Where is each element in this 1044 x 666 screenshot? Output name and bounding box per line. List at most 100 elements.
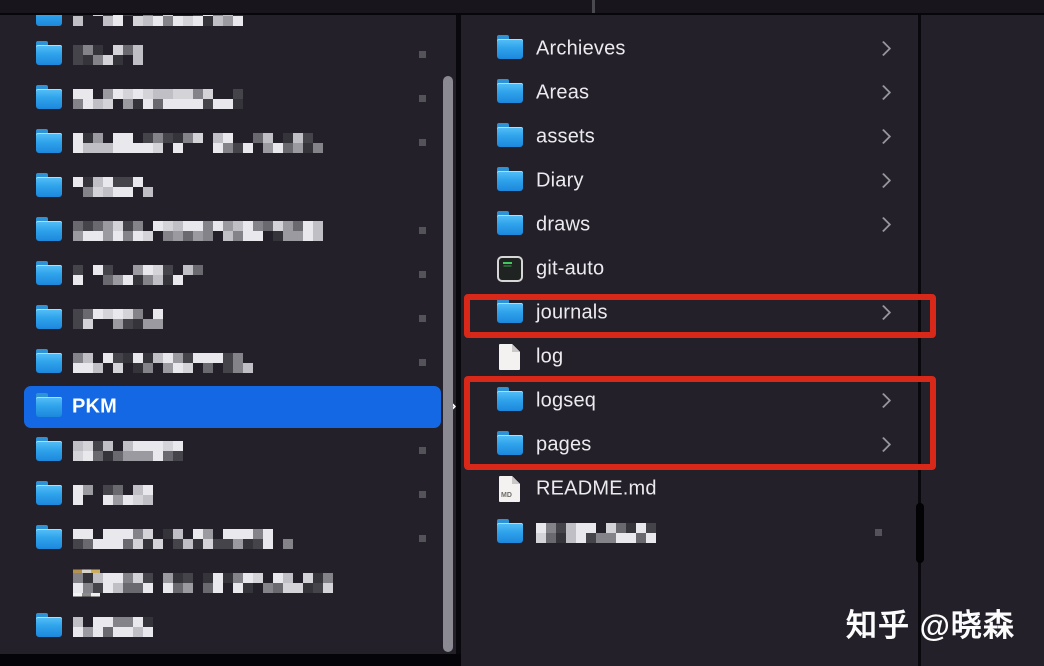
folder-icon — [36, 437, 62, 461]
markdown-file-icon: MD — [499, 476, 520, 502]
file-label: assets — [536, 125, 596, 148]
terminal-icon — [497, 256, 523, 282]
folder-icon — [36, 217, 62, 241]
file-row-logseq[interactable]: logseq — [461, 379, 918, 423]
blurred-chevron-mark — [419, 139, 426, 146]
chevron-right-icon — [875, 216, 892, 233]
folder-label: PKM — [72, 395, 118, 418]
blurred-file-name — [536, 523, 656, 543]
file-label: draws — [536, 213, 591, 236]
sidebar-item-blurred[interactable] — [0, 517, 456, 561]
file-row-git-auto[interactable]: git-auto — [461, 247, 918, 291]
sidebar-item-blurred[interactable] — [0, 473, 456, 517]
file-row-archieves[interactable]: Archieves — [461, 27, 918, 71]
file-row-assets[interactable]: assets — [461, 115, 918, 159]
blurred-folder-name — [73, 529, 293, 549]
blurred-folder-name — [73, 617, 153, 637]
folder-icon — [36, 613, 62, 637]
blurred-folder-name — [73, 89, 243, 109]
sidebar-item-blurred[interactable] — [0, 561, 456, 605]
blurred-folder-name — [73, 221, 323, 241]
sidebar-item-blurred[interactable] — [0, 77, 456, 121]
folder-icon — [36, 525, 62, 549]
folder-icon — [497, 79, 523, 103]
sidebar-item-blurred[interactable] — [0, 165, 456, 209]
file-row-pages[interactable]: pages — [461, 423, 918, 467]
chevron-right-icon — [875, 172, 892, 189]
folder-icon — [36, 85, 62, 109]
sidebar-item-blurred[interactable] — [0, 33, 456, 77]
toolbar-column-divider — [592, 0, 595, 13]
window-bottom-edge — [0, 654, 461, 666]
file-label: pages — [536, 433, 592, 456]
chevron-right-icon — [875, 40, 892, 57]
sidebar-item-blurred[interactable] — [0, 605, 456, 649]
blurred-folder-name — [73, 353, 253, 373]
blurred-chevron-mark — [419, 51, 426, 58]
file-row-log[interactable]: log — [461, 335, 918, 379]
blurred-folder-name — [73, 45, 143, 65]
sidebar-item-blurred[interactable] — [0, 253, 456, 297]
file-row-blurred[interactable] — [461, 511, 918, 555]
sidebar-item-blurred[interactable] — [0, 341, 456, 385]
folder-icon — [497, 387, 523, 411]
blurred-chevron-mark — [419, 315, 426, 322]
sidebar-item-blurred[interactable] — [0, 121, 456, 165]
left-column-scrollbar[interactable] — [443, 76, 453, 652]
blurred-chevron-mark — [419, 271, 426, 278]
file-row-draws[interactable]: draws — [461, 203, 918, 247]
folder-icon — [497, 123, 523, 147]
file-label: README.md — [536, 477, 657, 500]
file-label: git-auto — [536, 257, 605, 280]
blurred-folder-name — [73, 309, 163, 329]
blurred-chevron-mark — [419, 95, 426, 102]
file-row-readme-md[interactable]: MD README.md — [461, 467, 918, 511]
sidebar-item-blurred[interactable] — [0, 297, 456, 341]
watermark: 知乎 @晓森 — [846, 608, 1015, 643]
folder-icon — [36, 349, 62, 373]
file-label: Diary — [536, 169, 584, 192]
md-badge: MD — [501, 492, 512, 499]
sidebar-item-blurred[interactable] — [0, 209, 456, 253]
file-row-areas[interactable]: Areas — [461, 71, 918, 115]
document-icon — [499, 344, 520, 370]
blurred-folder-name — [73, 573, 333, 593]
folder-icon — [497, 299, 523, 323]
blurred-folder-name — [73, 485, 153, 505]
blurred-chevron-mark — [419, 535, 426, 542]
folder-icon — [36, 393, 62, 417]
folder-icon — [36, 261, 62, 285]
right-column-scrollbar[interactable] — [916, 503, 924, 563]
file-label: log — [536, 345, 564, 368]
blurred-chevron-mark — [419, 447, 426, 454]
file-label: logseq — [536, 389, 597, 412]
column-divider-1 — [456, 0, 461, 666]
annotation-box-logseq-pages — [464, 376, 936, 470]
folder-icon — [36, 129, 62, 153]
selected-row-highlight: PKM — [24, 386, 457, 428]
folder-icon — [497, 211, 523, 235]
folder-icon — [497, 35, 523, 59]
annotation-box-journals — [464, 294, 936, 338]
file-label: Archieves — [536, 37, 626, 60]
chevron-right-icon — [875, 128, 892, 145]
folder-icon — [36, 305, 62, 329]
folder-icon — [36, 41, 62, 65]
blurred-chevron-mark — [419, 491, 426, 498]
folder-icon — [497, 519, 523, 543]
blurred-folder-name — [73, 133, 323, 153]
folder-icon — [497, 167, 523, 191]
folder-icon — [36, 481, 62, 505]
blurred-folder-name — [73, 441, 183, 461]
file-row-journals[interactable]: journals — [461, 291, 918, 335]
finder-column-preview — [921, 0, 1044, 666]
file-label: Areas — [536, 81, 590, 104]
toolbar-strip — [0, 0, 1044, 15]
file-row-diary[interactable]: Diary — [461, 159, 918, 203]
chevron-right-icon — [875, 84, 892, 101]
blurred-chevron-mark — [419, 227, 426, 234]
sidebar-item-blurred[interactable] — [0, 429, 456, 473]
sidebar-item-pkm[interactable]: PKM — [0, 385, 457, 429]
finder-column-parent: PKM — [0, 0, 457, 666]
blurred-folder-name — [73, 265, 203, 285]
